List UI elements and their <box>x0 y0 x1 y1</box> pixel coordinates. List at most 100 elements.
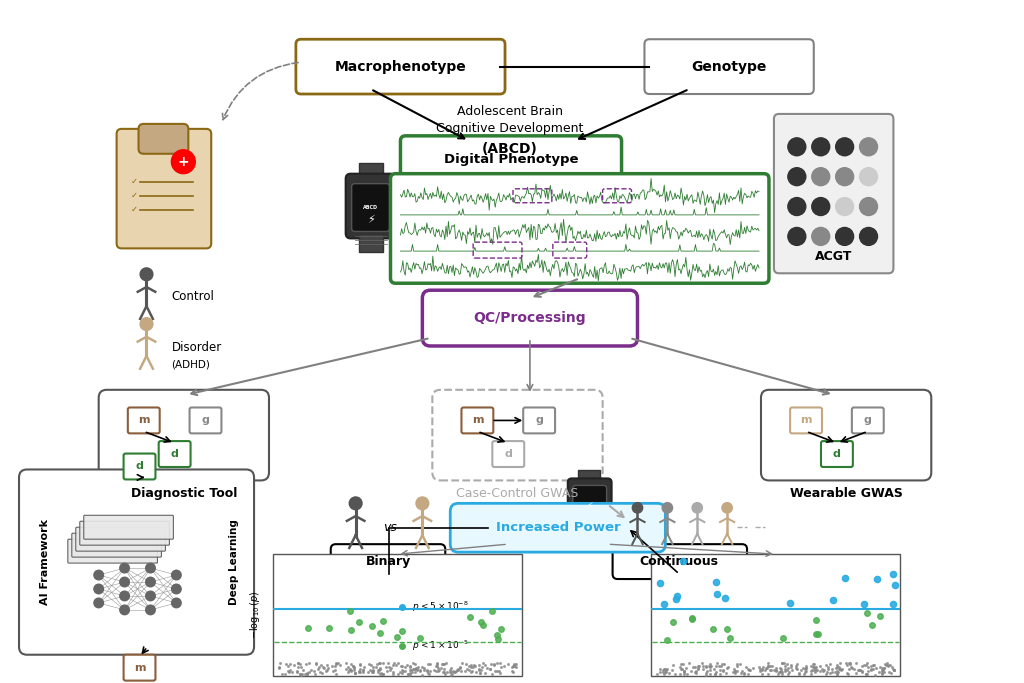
Point <box>276 669 293 680</box>
Point <box>372 658 388 669</box>
Point <box>343 665 359 676</box>
Point <box>684 613 700 624</box>
Circle shape <box>787 138 806 156</box>
Point <box>290 662 306 673</box>
Point <box>447 666 464 677</box>
Point <box>729 660 745 671</box>
Point <box>366 661 382 672</box>
Point <box>364 620 380 631</box>
Point <box>857 659 873 670</box>
Point <box>388 631 404 642</box>
Point <box>286 659 302 670</box>
Point <box>886 665 902 676</box>
Point <box>346 661 362 672</box>
Text: (ADHD): (ADHD) <box>171 360 210 370</box>
Point <box>429 658 445 669</box>
Point <box>289 667 305 678</box>
Point <box>420 658 436 669</box>
Point <box>409 665 425 675</box>
Point <box>444 665 461 676</box>
FancyBboxPatch shape <box>124 655 156 681</box>
Point <box>435 658 452 669</box>
Circle shape <box>145 591 156 601</box>
Point <box>806 664 822 675</box>
Point <box>500 658 516 669</box>
Point <box>428 660 444 671</box>
Point <box>340 662 356 673</box>
Point <box>385 667 401 678</box>
Point <box>390 658 407 669</box>
Point <box>851 665 867 675</box>
Point <box>419 664 435 675</box>
Point <box>439 667 456 678</box>
Point <box>278 659 294 670</box>
Point <box>791 669 807 680</box>
FancyBboxPatch shape <box>612 544 748 579</box>
Point <box>504 666 520 677</box>
Point <box>327 665 343 676</box>
Bar <box>358 163 383 181</box>
Point <box>370 665 386 675</box>
Point <box>735 669 752 680</box>
Point <box>873 668 890 679</box>
Point <box>443 669 460 680</box>
Point <box>856 660 872 671</box>
Point <box>669 591 685 602</box>
Point <box>504 661 520 672</box>
Point <box>364 667 380 678</box>
Text: Binary: Binary <box>366 555 411 568</box>
Point <box>477 667 494 678</box>
Point <box>461 660 477 671</box>
Point <box>354 667 371 678</box>
Point <box>767 664 783 675</box>
Circle shape <box>663 503 673 513</box>
Point <box>394 668 411 679</box>
Point <box>817 660 834 671</box>
FancyBboxPatch shape <box>774 114 894 273</box>
Point <box>496 660 512 671</box>
Point <box>684 614 700 625</box>
Point <box>778 658 795 669</box>
Point <box>492 658 508 669</box>
Point <box>386 657 402 668</box>
Point <box>885 664 901 675</box>
FancyBboxPatch shape <box>852 408 884 434</box>
Point <box>805 662 821 673</box>
Point <box>779 665 796 675</box>
Point <box>475 619 492 630</box>
Point <box>483 669 500 680</box>
Point <box>458 659 474 670</box>
Circle shape <box>787 197 806 216</box>
Point <box>292 668 308 679</box>
Point <box>833 657 849 668</box>
Point <box>385 669 401 680</box>
Point <box>297 658 313 669</box>
Text: m: m <box>134 663 145 673</box>
Point <box>718 668 734 679</box>
Point <box>394 601 411 612</box>
Point <box>475 658 492 669</box>
Point <box>482 663 499 674</box>
Point <box>871 667 888 678</box>
Point <box>430 663 446 673</box>
Point <box>345 660 361 671</box>
Text: ⚡: ⚡ <box>587 501 593 510</box>
Point <box>328 658 344 669</box>
Text: Deep Learning: Deep Learning <box>229 519 240 605</box>
Point <box>690 660 707 671</box>
Point <box>472 667 488 678</box>
Circle shape <box>836 168 854 186</box>
Point <box>493 662 509 673</box>
Point <box>441 665 458 675</box>
Point <box>823 663 840 674</box>
Point <box>681 658 697 669</box>
Point <box>863 663 880 674</box>
FancyBboxPatch shape <box>128 408 160 434</box>
Circle shape <box>120 577 129 587</box>
Point <box>713 660 729 671</box>
Point <box>292 658 308 669</box>
Point <box>658 634 675 645</box>
Point <box>432 663 449 673</box>
Point <box>454 658 470 669</box>
FancyBboxPatch shape <box>84 515 173 539</box>
